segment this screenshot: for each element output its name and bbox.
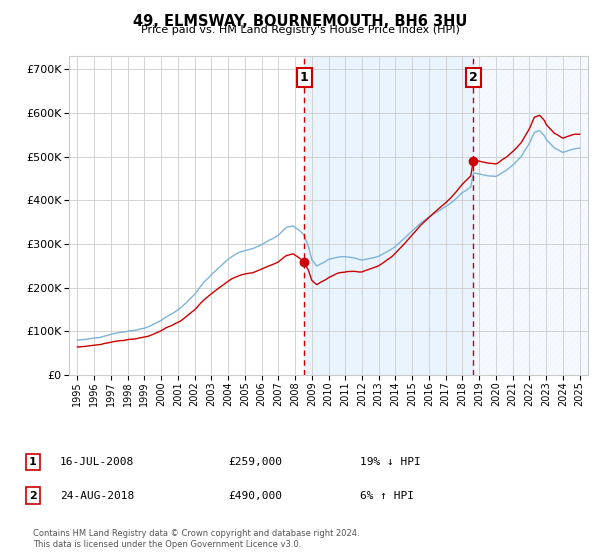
Text: 2: 2 [469, 71, 478, 85]
Bar [473, 56, 588, 375]
Bar [304, 56, 473, 375]
Text: 19% ↓ HPI: 19% ↓ HPI [360, 457, 421, 467]
Text: 1: 1 [29, 457, 37, 467]
Text: Contains HM Land Registry data © Crown copyright and database right 2024.
This d: Contains HM Land Registry data © Crown c… [33, 529, 359, 549]
Text: 24-AUG-2018: 24-AUG-2018 [60, 491, 134, 501]
Text: 16-JUL-2008: 16-JUL-2008 [60, 457, 134, 467]
Text: £490,000: £490,000 [228, 491, 282, 501]
Text: 49, ELMSWAY, BOURNEMOUTH, BH6 3HU: 49, ELMSWAY, BOURNEMOUTH, BH6 3HU [133, 14, 467, 29]
Text: 6% ↑ HPI: 6% ↑ HPI [360, 491, 414, 501]
Text: 1: 1 [299, 71, 308, 85]
Text: 2: 2 [29, 491, 37, 501]
Text: Price paid vs. HM Land Registry's House Price Index (HPI): Price paid vs. HM Land Registry's House … [140, 25, 460, 35]
Text: £259,000: £259,000 [228, 457, 282, 467]
